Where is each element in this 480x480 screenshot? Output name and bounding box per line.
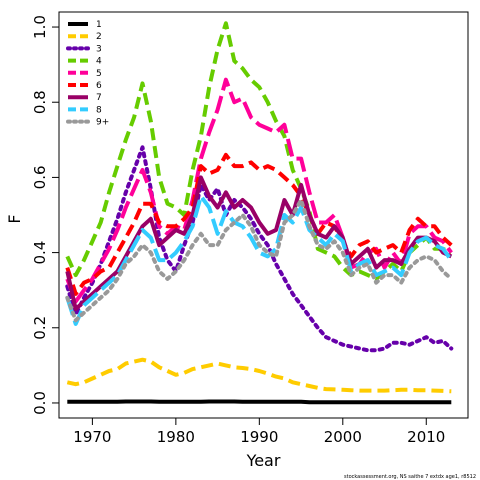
series-line-9plus [65, 198, 454, 323]
y-axis-title: F [5, 214, 24, 223]
axes-layer: 1970 1980 1990 2000 2010 0.0 0.2 0.4 0.6 0.8 1.0 [31, 15, 445, 446]
series-layer [65, 21, 454, 405]
plot-frame [58, 11, 469, 419]
legend: 1 2 3 4 5 6 7 8 9+ [66, 20, 109, 128]
x-tick-label: 2000 [324, 428, 362, 446]
legend-label: 4 [96, 57, 102, 67]
y-tick-label: 0.0 [31, 391, 49, 415]
series-line-4 [65, 21, 453, 281]
legend-label: 1 [96, 20, 102, 30]
legend-label: 6 [96, 81, 102, 91]
legend-label: 2 [96, 32, 102, 42]
series-line-3 [65, 145, 454, 353]
y-tick-label: 1.0 [31, 15, 49, 39]
legend-label: 3 [96, 44, 102, 54]
series-line-2 [66, 357, 452, 394]
footnote: stockassessment.org, NS saithe 7 extdx a… [344, 474, 476, 480]
legend-label: 9+ [96, 118, 109, 128]
y-tick-label: 0.6 [31, 165, 49, 189]
series-line-1 [67, 399, 452, 405]
x-axis-title: Year [246, 451, 281, 470]
x-tick-label: 1980 [157, 428, 195, 446]
series-line-6 [65, 152, 453, 296]
legend-label: 8 [96, 105, 102, 115]
x-tick-label: 2010 [407, 428, 445, 446]
series-line-8 [65, 194, 453, 326]
x-tick-label: 1990 [240, 428, 278, 446]
legend-label: 5 [96, 69, 102, 79]
y-tick-label: 0.8 [31, 90, 49, 114]
x-tick-label: 1970 [73, 428, 111, 446]
y-tick-label: 0.4 [31, 241, 49, 265]
y-tick-label: 0.2 [31, 316, 49, 340]
series-line-5 [65, 77, 453, 304]
legend-label: 7 [96, 93, 102, 103]
